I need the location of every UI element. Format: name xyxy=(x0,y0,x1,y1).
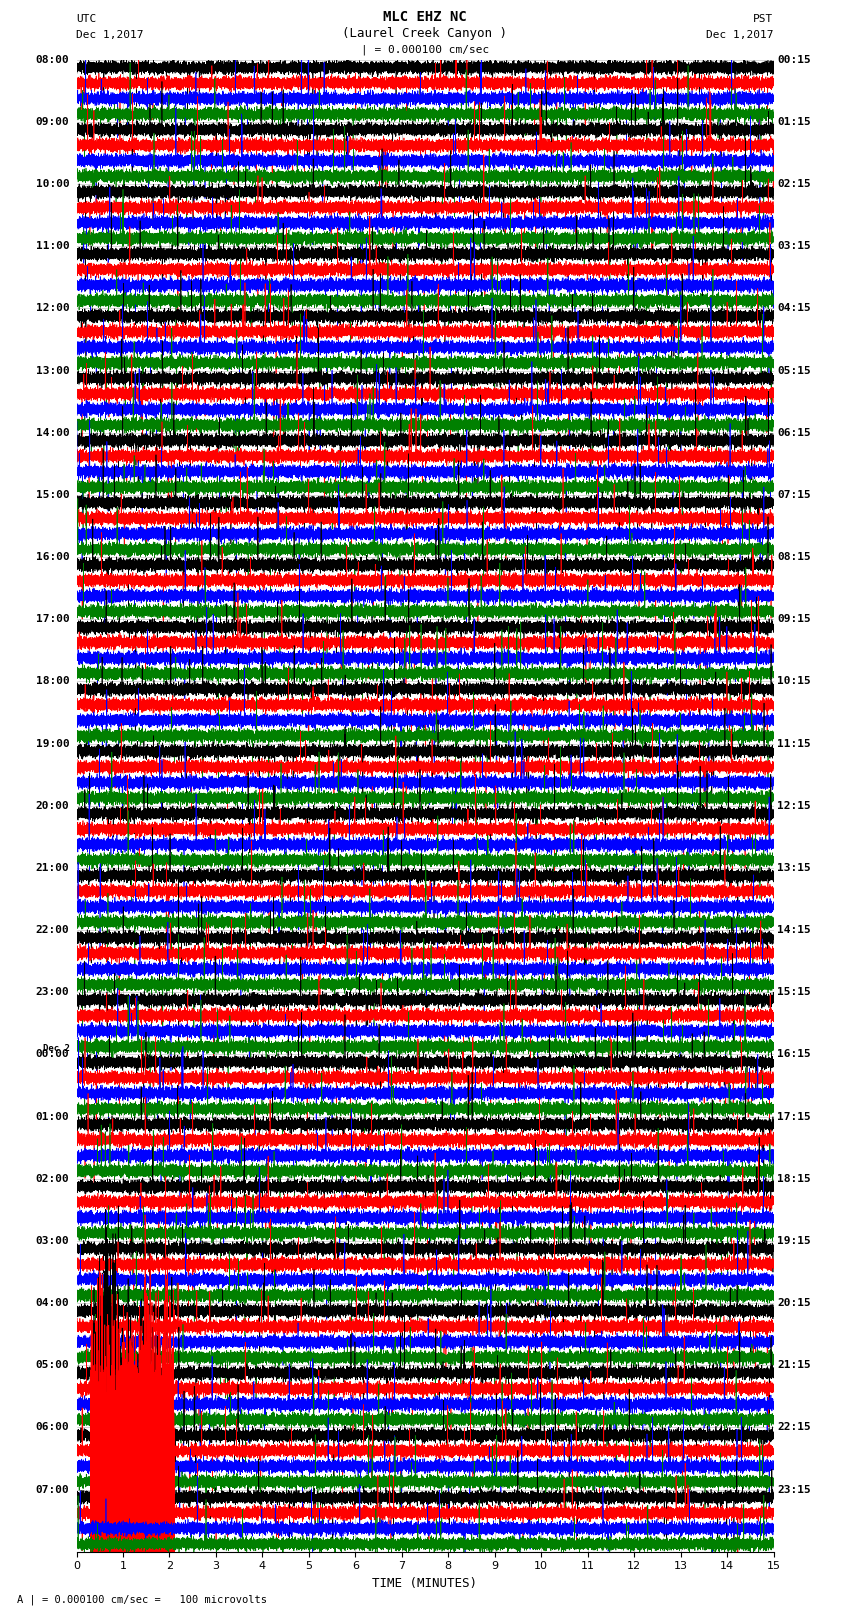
Text: 16:00: 16:00 xyxy=(36,552,70,561)
Text: 01:15: 01:15 xyxy=(777,116,811,127)
Text: MLC EHZ NC: MLC EHZ NC xyxy=(383,10,467,24)
Text: 06:00: 06:00 xyxy=(36,1423,70,1432)
Text: A | = 0.000100 cm/sec =   100 microvolts: A | = 0.000100 cm/sec = 100 microvolts xyxy=(17,1594,267,1605)
Text: 04:15: 04:15 xyxy=(777,303,811,313)
Text: 00:15: 00:15 xyxy=(777,55,811,65)
Text: 13:00: 13:00 xyxy=(36,366,70,376)
Text: 00:00: 00:00 xyxy=(36,1050,70,1060)
Text: 19:15: 19:15 xyxy=(777,1236,811,1245)
Text: 05:15: 05:15 xyxy=(777,366,811,376)
Text: 23:00: 23:00 xyxy=(36,987,70,997)
Text: 17:00: 17:00 xyxy=(36,615,70,624)
Text: 06:15: 06:15 xyxy=(777,427,811,437)
X-axis label: TIME (MINUTES): TIME (MINUTES) xyxy=(372,1578,478,1590)
Text: 02:15: 02:15 xyxy=(777,179,811,189)
Text: 03:15: 03:15 xyxy=(777,242,811,252)
Text: | = 0.000100 cm/sec: | = 0.000100 cm/sec xyxy=(361,44,489,55)
Text: PST: PST xyxy=(753,15,774,24)
Text: Dec 1,2017: Dec 1,2017 xyxy=(76,31,144,40)
Text: 21:00: 21:00 xyxy=(36,863,70,873)
Text: 22:00: 22:00 xyxy=(36,924,70,936)
Text: 12:15: 12:15 xyxy=(777,800,811,811)
Text: 18:15: 18:15 xyxy=(777,1174,811,1184)
Text: 21:15: 21:15 xyxy=(777,1360,811,1369)
Text: 14:00: 14:00 xyxy=(36,427,70,437)
Text: 20:00: 20:00 xyxy=(36,800,70,811)
Text: 17:15: 17:15 xyxy=(777,1111,811,1121)
Text: 05:00: 05:00 xyxy=(36,1360,70,1369)
Text: 16:15: 16:15 xyxy=(777,1050,811,1060)
Text: 09:00: 09:00 xyxy=(36,116,70,127)
Text: 08:15: 08:15 xyxy=(777,552,811,561)
Text: UTC: UTC xyxy=(76,15,97,24)
Text: 08:00: 08:00 xyxy=(36,55,70,65)
Text: 13:15: 13:15 xyxy=(777,863,811,873)
Text: 02:00: 02:00 xyxy=(36,1174,70,1184)
Text: 07:00: 07:00 xyxy=(36,1484,70,1495)
Text: 20:15: 20:15 xyxy=(777,1298,811,1308)
Text: 04:00: 04:00 xyxy=(36,1298,70,1308)
Text: 10:00: 10:00 xyxy=(36,179,70,189)
Text: 03:00: 03:00 xyxy=(36,1236,70,1245)
Text: (Laurel Creek Canyon ): (Laurel Creek Canyon ) xyxy=(343,27,507,40)
Text: 11:00: 11:00 xyxy=(36,242,70,252)
Text: 15:00: 15:00 xyxy=(36,490,70,500)
Text: Dec 1,2017: Dec 1,2017 xyxy=(706,31,774,40)
Text: 12:00: 12:00 xyxy=(36,303,70,313)
Text: 19:00: 19:00 xyxy=(36,739,70,748)
Text: 14:15: 14:15 xyxy=(777,924,811,936)
Text: 01:00: 01:00 xyxy=(36,1111,70,1121)
Text: Dec 2: Dec 2 xyxy=(42,1045,70,1053)
Text: 07:15: 07:15 xyxy=(777,490,811,500)
Text: 11:15: 11:15 xyxy=(777,739,811,748)
Text: 18:00: 18:00 xyxy=(36,676,70,687)
Text: 23:15: 23:15 xyxy=(777,1484,811,1495)
Text: 10:15: 10:15 xyxy=(777,676,811,687)
Text: 15:15: 15:15 xyxy=(777,987,811,997)
Text: 09:15: 09:15 xyxy=(777,615,811,624)
Text: 22:15: 22:15 xyxy=(777,1423,811,1432)
